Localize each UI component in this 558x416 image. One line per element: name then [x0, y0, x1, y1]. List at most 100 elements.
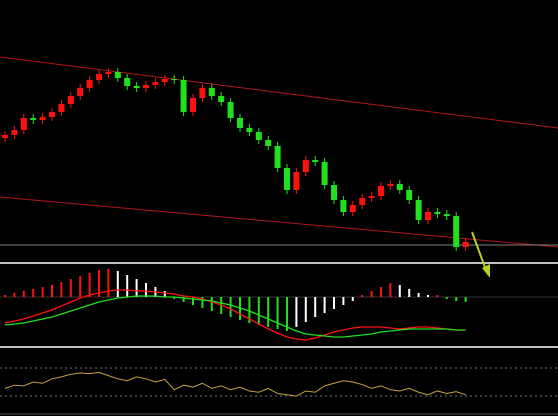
histogram-bar — [380, 287, 382, 297]
histogram-bar — [276, 297, 279, 329]
candle-body — [387, 184, 394, 186]
histogram-bar — [210, 297, 213, 311]
candle-body — [114, 72, 121, 78]
candle-body — [396, 184, 403, 190]
histogram-bar — [361, 295, 364, 297]
candle-body — [208, 88, 215, 96]
candle-body — [321, 162, 328, 185]
histogram-bar — [248, 297, 251, 323]
histogram-bar — [464, 297, 467, 302]
candle-body — [237, 118, 243, 128]
histogram-bar — [79, 276, 82, 297]
candle-body — [274, 146, 281, 168]
candle-body — [143, 85, 149, 88]
candle-body — [11, 130, 18, 135]
histogram-bar — [163, 291, 166, 297]
histogram-bar — [145, 283, 147, 297]
candle-body — [218, 96, 225, 102]
candle-body — [86, 80, 93, 88]
candle-body — [340, 200, 347, 212]
candle-body — [58, 104, 65, 112]
candle-body — [246, 128, 253, 132]
candle-body — [434, 212, 441, 214]
arrow-shaft — [471, 231, 487, 271]
candle-body — [331, 185, 337, 200]
candle-body — [227, 102, 234, 118]
histogram-bar — [333, 297, 335, 309]
histogram-bar — [389, 283, 392, 297]
histogram-bar — [60, 282, 63, 297]
histogram-bar — [286, 297, 288, 331]
candle-body — [302, 160, 309, 172]
channel-upper — [0, 56, 558, 129]
candle-body — [2, 135, 8, 138]
histogram-bar — [13, 293, 16, 297]
candle-body — [312, 160, 319, 162]
candle-body — [293, 172, 300, 190]
candle-body — [443, 214, 450, 216]
candle-body — [67, 96, 74, 104]
macd-line — [4, 289, 466, 341]
candle-body — [105, 72, 112, 74]
candle-body — [49, 112, 55, 117]
candle-body — [133, 86, 140, 88]
macd-line — [4, 295, 466, 338]
histogram-bar — [4, 295, 6, 297]
candle-body — [425, 212, 431, 220]
candle-body — [462, 242, 469, 247]
histogram-bar — [88, 273, 91, 297]
candle-body — [255, 132, 262, 140]
histogram-bar — [314, 297, 317, 317]
histogram-bar — [351, 297, 354, 301]
histogram-bar — [323, 297, 326, 313]
candle-body — [190, 98, 196, 112]
histogram-bar — [257, 297, 260, 325]
histogram-bar — [455, 297, 458, 301]
histogram-bar — [201, 297, 204, 308]
candle-body — [284, 168, 290, 190]
channel-lower — [0, 196, 558, 248]
candle-body — [453, 216, 460, 247]
histogram-bar — [116, 271, 119, 297]
histogram-bar — [51, 285, 53, 297]
candle-body — [152, 82, 159, 85]
histogram-bar — [436, 295, 439, 297]
candle-body — [265, 140, 272, 146]
histogram-bar — [267, 297, 270, 327]
histogram-bar — [192, 297, 194, 305]
histogram-bar — [135, 279, 138, 297]
arrow-head — [482, 264, 490, 278]
histogram-bar — [408, 289, 411, 297]
candle-body — [124, 78, 131, 86]
histogram-bar — [398, 285, 401, 297]
histogram-bar — [304, 297, 307, 322]
candle-body — [171, 79, 178, 80]
histogram-bar — [69, 279, 72, 297]
candle-body — [349, 205, 356, 212]
histogram-bar — [342, 297, 345, 305]
candle-body — [20, 118, 27, 130]
candle-body — [199, 88, 206, 98]
histogram-bar — [427, 295, 429, 297]
histogram-bar — [32, 289, 35, 297]
candle-body — [359, 198, 366, 205]
histogram-bar — [417, 293, 420, 297]
candle-body — [368, 196, 375, 198]
candle-body — [96, 74, 102, 80]
oscillator-line — [4, 371, 466, 397]
candle-body — [180, 80, 187, 112]
histogram-bar — [229, 297, 232, 317]
candle-body — [30, 118, 37, 120]
candle-body — [161, 79, 168, 82]
histogram-bar — [173, 297, 176, 299]
candle-body — [39, 117, 46, 120]
histogram-bar — [107, 269, 110, 297]
histogram-bar — [126, 275, 129, 297]
histogram-bar — [182, 297, 185, 302]
histogram-bar — [370, 291, 373, 297]
histogram-bar — [295, 297, 298, 327]
histogram-bar — [98, 270, 100, 297]
histogram-bar — [22, 291, 25, 297]
candle-body — [415, 200, 422, 220]
